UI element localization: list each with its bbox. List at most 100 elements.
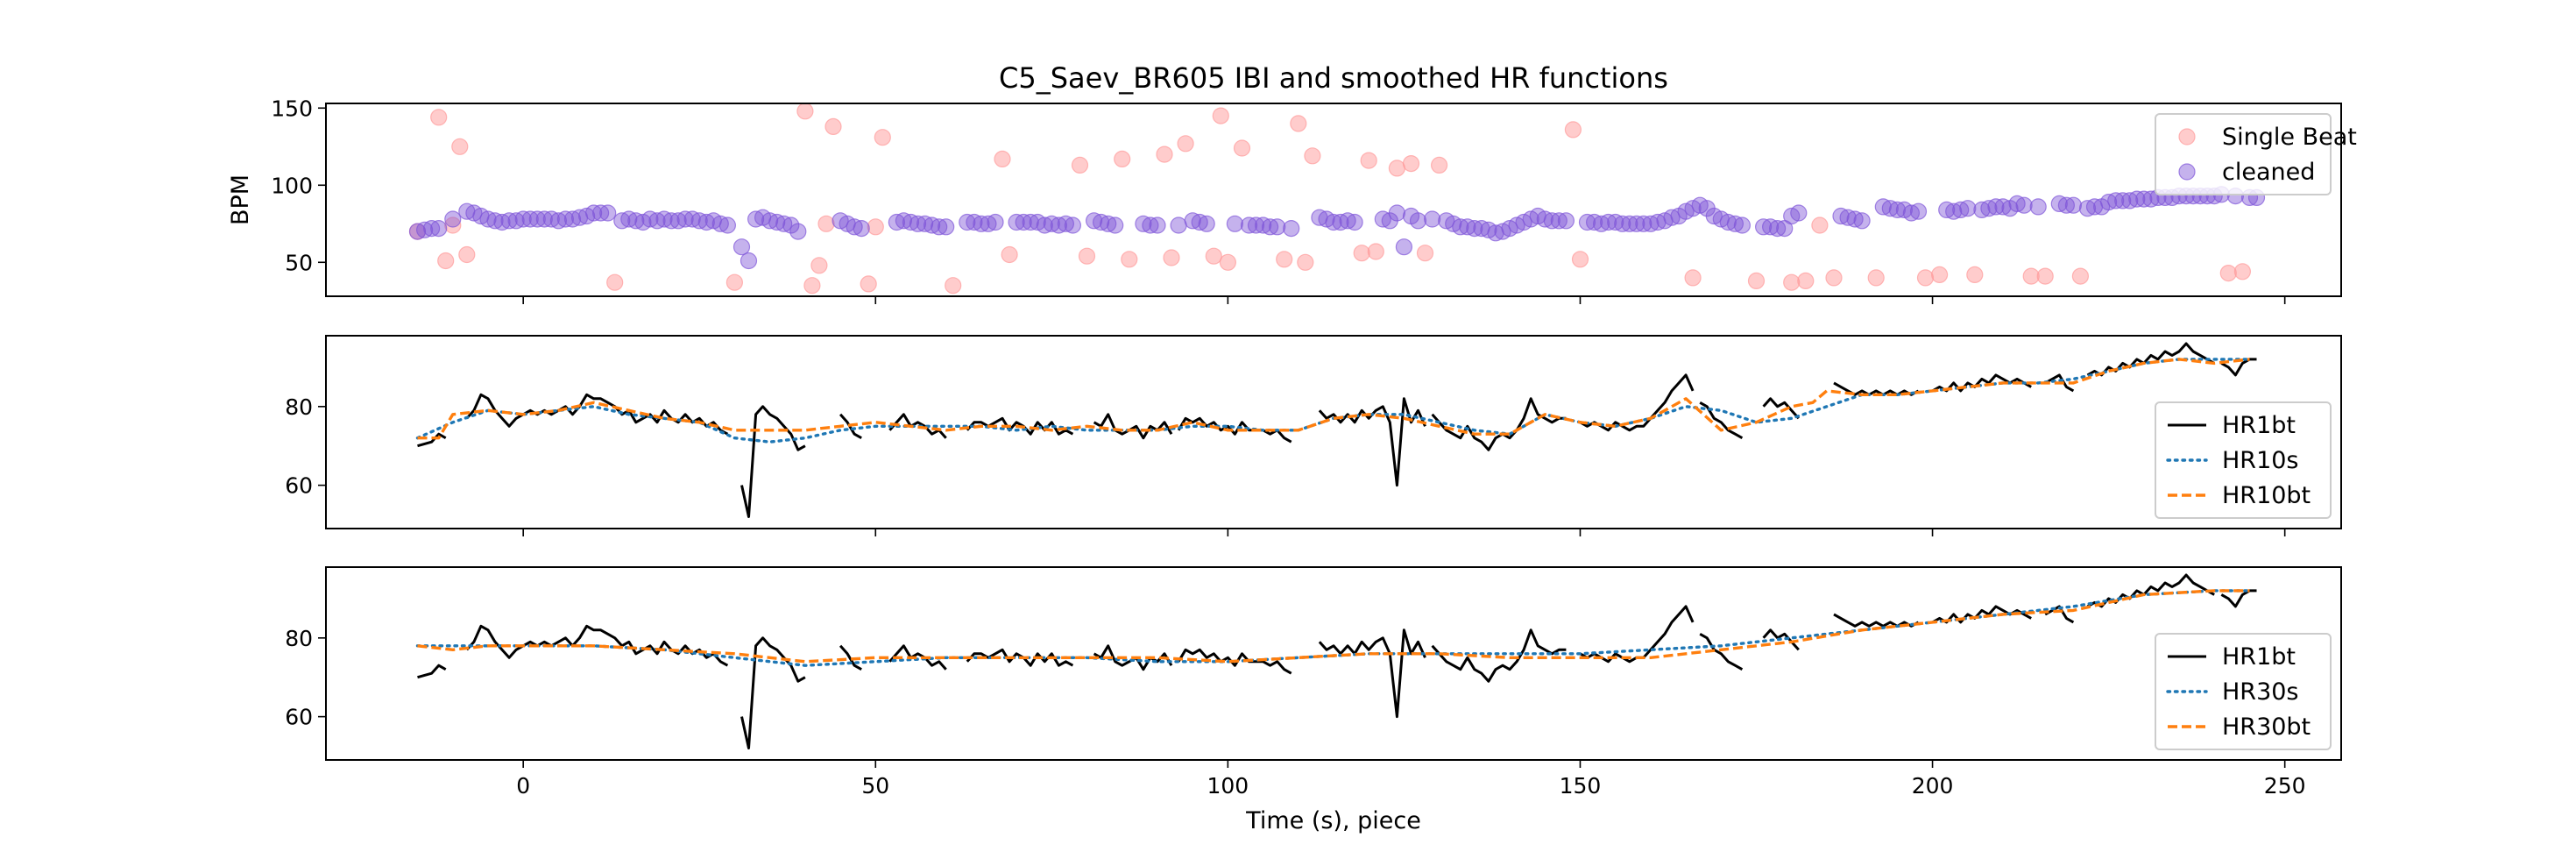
panel-3: 0 50 100 150 200 250 60 80 HR1bt HR30s HR30bt: [285, 566, 2342, 799]
data-point: [1607, 213, 1624, 231]
data-point: [1205, 247, 1222, 265]
data-point: [556, 210, 575, 228]
data-point: [1832, 207, 1850, 225]
data-point: [479, 210, 497, 228]
data-point: [1304, 147, 1321, 165]
data-point: [1135, 215, 1152, 232]
data-point: [1142, 217, 1159, 234]
legend-label: HR10s: [2222, 447, 2299, 474]
data-point: [1846, 210, 1864, 228]
data-point: [2233, 263, 2251, 280]
data-point: [1254, 217, 1272, 234]
data-point: [430, 220, 448, 238]
y-tick-label: 60: [285, 473, 313, 499]
data-point: [1867, 269, 1885, 287]
series-line: [2044, 373, 2075, 393]
data-point: [1290, 115, 1307, 132]
data-point: [1247, 217, 1265, 234]
data-point: [1987, 198, 2005, 216]
data-point: [2050, 195, 2068, 212]
data-point: [563, 210, 582, 228]
data-point: [1156, 146, 1173, 163]
data-point: [1043, 215, 1060, 232]
data-point: [1276, 251, 1293, 268]
data-point: [2128, 190, 2146, 208]
data-point: [2142, 190, 2160, 208]
data-point: [2029, 198, 2047, 216]
data-point: [938, 218, 955, 236]
data-point: [549, 212, 568, 230]
data-point: [1599, 213, 1617, 231]
data-point: [591, 204, 610, 222]
legend: HR1bt HR10s HR10bt: [2155, 401, 2332, 519]
data-point: [627, 212, 645, 230]
series-line: [2086, 342, 2215, 377]
series-line: [417, 664, 447, 679]
legend-label: cleaned: [2222, 159, 2315, 186]
series-line: [1833, 613, 1920, 628]
series-line: [2220, 589, 2257, 608]
series-hr1bt-p3: [417, 573, 2257, 749]
data-point: [606, 273, 624, 291]
data-point: [768, 213, 786, 231]
data-point: [1395, 238, 1413, 256]
data-point: [1557, 212, 1575, 230]
data-point: [1170, 217, 1187, 234]
data-point: [648, 212, 666, 230]
data-point: [1233, 139, 1251, 157]
series-line: [2044, 605, 2075, 624]
legend-label: HR10bt: [2222, 482, 2311, 509]
data-point: [718, 217, 737, 234]
data-point: [740, 252, 758, 270]
data-point: [1550, 212, 1568, 230]
data-point: [1212, 107, 1229, 124]
data-point: [458, 245, 476, 264]
data-point: [1839, 209, 1857, 226]
series-line: [1699, 401, 1744, 440]
data-point: [1888, 201, 1906, 218]
data-point: [1571, 251, 1589, 268]
data-point: [1050, 217, 1068, 234]
data-point: [620, 210, 638, 228]
data-point: [2219, 265, 2237, 282]
data-point: [2078, 200, 2097, 217]
data-point: [747, 210, 765, 228]
data-point: [775, 215, 793, 232]
data-point: [909, 215, 927, 232]
data-point: [1388, 204, 1406, 222]
data-point: [1853, 212, 1871, 230]
x-tick-label: 250: [2264, 773, 2306, 799]
data-point: [2022, 267, 2040, 285]
data-point: [444, 217, 462, 234]
y-tick-label: 80: [285, 626, 313, 651]
series-line: [465, 624, 729, 667]
panel-data: [415, 573, 2257, 749]
legend: Single Beat cleaned: [2155, 113, 2357, 195]
panel-frame: [325, 335, 2342, 529]
data-point: [824, 117, 842, 135]
data-point: [1768, 220, 1787, 238]
data-point: [796, 103, 814, 120]
data-point: [1994, 198, 2012, 216]
y-tick-label: 100: [271, 173, 313, 198]
panel-frame: [325, 103, 2342, 297]
data-point: [853, 220, 870, 238]
series-line: [1833, 381, 1920, 396]
series-line: [740, 636, 806, 749]
legend-label: HR1bt: [2222, 643, 2296, 671]
legend: HR1bt HR30s HR30bt: [2155, 633, 2332, 750]
y-tick-label: 80: [285, 394, 313, 420]
series-line: [1318, 628, 1426, 719]
data-point: [599, 204, 617, 222]
series-line: [465, 393, 729, 436]
data-point: [1071, 156, 1089, 174]
data-point: [902, 213, 920, 231]
legend-label: HR1bt: [2222, 412, 2296, 439]
series-line: [839, 644, 862, 671]
data-point: [1100, 215, 1117, 232]
data-point: [1761, 218, 1780, 236]
data-point: [1663, 209, 1681, 226]
data-point: [994, 150, 1011, 167]
data-point: [451, 138, 469, 155]
